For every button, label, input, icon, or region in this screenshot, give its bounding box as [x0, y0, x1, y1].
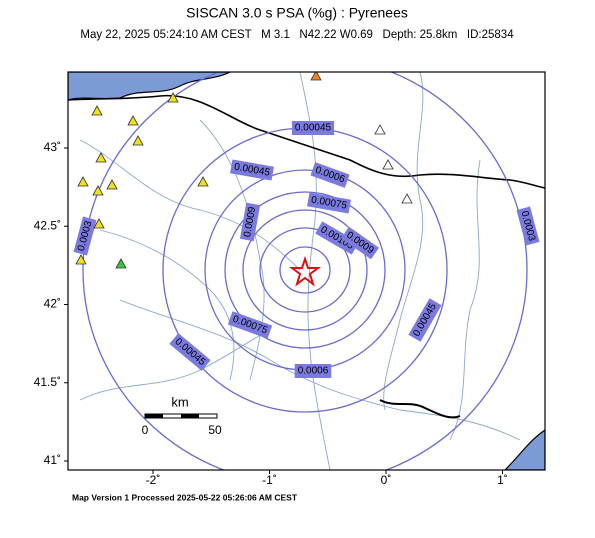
station — [93, 218, 105, 229]
lat-tick-label: 41.5˚ — [34, 375, 61, 389]
contour-label-box — [73, 216, 97, 256]
contour-label-box — [294, 364, 332, 378]
reservoir — [379, 399, 461, 419]
contour-label: 0.0009 — [239, 202, 261, 242]
map-title: SISCAN 3.0 s PSA (%g) : Pyrenees — [186, 5, 408, 21]
contour-label: 0.0006 — [294, 364, 332, 378]
station — [106, 179, 118, 190]
station — [197, 176, 209, 187]
station — [167, 92, 179, 103]
lon-tick-label: -2˚ — [146, 473, 161, 487]
station — [132, 135, 144, 146]
contour-label-box — [307, 192, 351, 214]
lat-tick-label: 42˚ — [44, 297, 61, 311]
map-subtitle: May 22, 2025 05:24:10 AM CEST M 3.1 N42.… — [80, 29, 514, 41]
contour-label-text: 0.00045 — [295, 123, 332, 134]
station — [374, 124, 386, 135]
footer: Map Version 1 Processed 2025-05-22 05:26… — [72, 492, 298, 502]
contour — [224, 191, 386, 349]
scale-unit: km — [171, 394, 188, 409]
contour-label-box — [310, 162, 350, 188]
rivers — [79, 72, 521, 470]
station — [115, 258, 127, 269]
station — [382, 159, 394, 170]
contour — [279, 246, 331, 294]
contour-label-box — [227, 311, 273, 339]
contour-label: 0.00045 — [291, 121, 335, 135]
station — [92, 185, 104, 196]
contour-label-box — [230, 159, 274, 181]
station — [401, 193, 413, 204]
contour-label-box — [408, 298, 442, 342]
station — [95, 152, 107, 163]
lat-tick-label: 41˚ — [44, 453, 61, 467]
contour-label-box — [169, 333, 211, 371]
station — [310, 72, 322, 81]
axes: 43˚ 42.5˚ 42˚ 41.5˚ 41˚ -2˚ -1˚ 0˚ 1˚ — [34, 140, 508, 487]
contour-label-box — [516, 206, 540, 246]
contour-label-box — [340, 226, 380, 260]
contour-label: 0.0003 — [73, 216, 97, 256]
lat-tick-label: 43˚ — [44, 140, 61, 154]
sea — [68, 72, 231, 101]
contour-label-box — [315, 221, 359, 255]
scale-start: 0 — [142, 423, 149, 437]
contour-label: 0.00075 — [307, 192, 351, 214]
scale-bar: km 0 50 — [142, 394, 222, 437]
contour-label-text: 0.0006 — [298, 366, 329, 377]
station — [77, 176, 89, 187]
lon-tick-label: 0˚ — [381, 473, 392, 487]
contour — [82, 72, 528, 470]
contour — [242, 209, 368, 331]
lat-tick-label: 42.5˚ — [34, 218, 61, 232]
station — [75, 254, 87, 265]
contour-label-box — [239, 202, 261, 242]
contour — [259, 227, 351, 313]
contour-label-box — [291, 121, 335, 135]
lon-tick-label: -1˚ — [262, 473, 277, 487]
contour-label: 0.0003 — [516, 206, 540, 246]
station — [127, 115, 139, 126]
map-frame — [67, 71, 546, 471]
station — [91, 105, 103, 116]
contour-label-text: 0.0009 — [242, 206, 258, 238]
scale-end: 50 — [208, 423, 222, 437]
epicenter — [289, 255, 321, 287]
sea — [504, 429, 545, 470]
border — [68, 94, 545, 189]
lon-tick-label: 1˚ — [497, 473, 508, 487]
stations — [75, 72, 413, 269]
contour-label: 0.00045 — [230, 159, 274, 181]
